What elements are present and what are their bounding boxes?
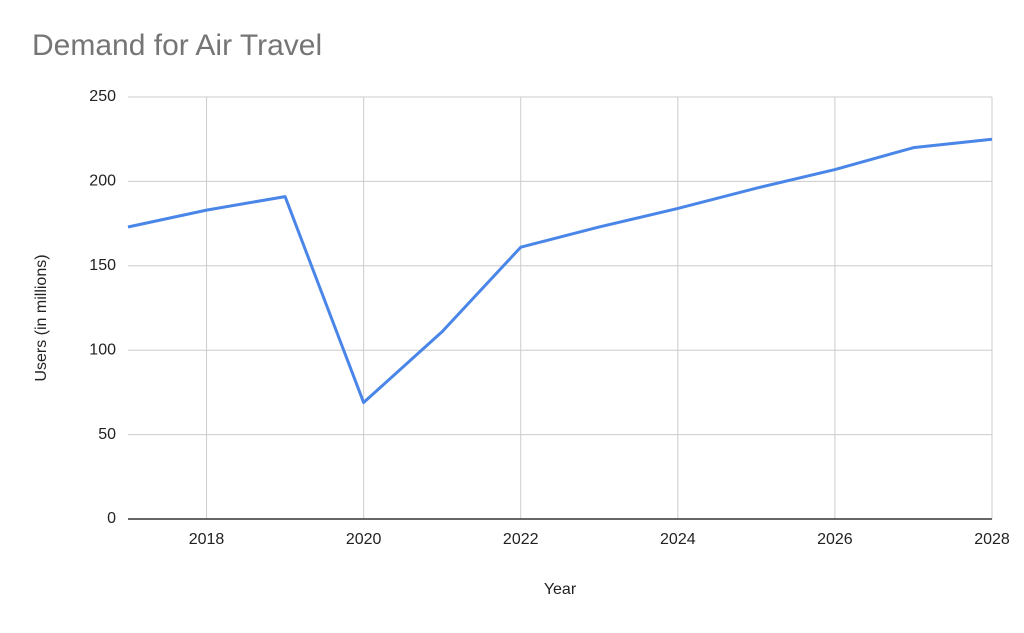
x-tick-label: 2028 bbox=[974, 531, 1010, 548]
x-tick-label: 2026 bbox=[817, 531, 853, 548]
chart-title: Demand for Air Travel bbox=[32, 29, 322, 62]
y-axis-label: Users (in millions) bbox=[33, 254, 50, 381]
data-line bbox=[127, 137, 993, 405]
x-tick-label: 2024 bbox=[660, 531, 696, 548]
x-tick-label: 2022 bbox=[503, 531, 539, 548]
x-tick-label: 2020 bbox=[346, 531, 382, 548]
y-tick-label: 0 bbox=[107, 510, 116, 527]
y-tick-label: 100 bbox=[89, 341, 116, 358]
y-tick-label: 150 bbox=[89, 257, 116, 274]
x-axis-label: Year bbox=[544, 581, 577, 598]
y-tick-label: 50 bbox=[98, 426, 116, 443]
y-tick-label: 250 bbox=[89, 88, 116, 105]
y-tick-label: 200 bbox=[89, 173, 116, 190]
x-tick-label: 2018 bbox=[189, 531, 225, 548]
